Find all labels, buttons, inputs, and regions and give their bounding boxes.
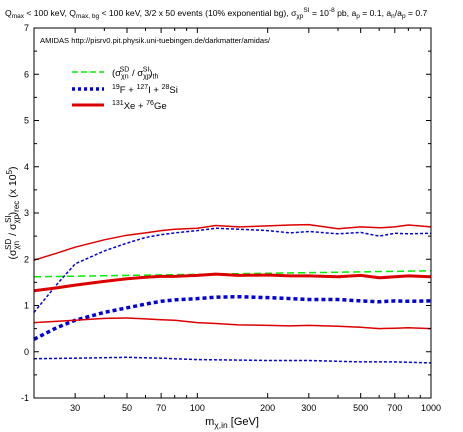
y-tick-label: 6	[24, 69, 29, 79]
x-tick-label: 50	[122, 403, 132, 413]
series-line-3	[33, 356, 432, 364]
y-tick-label: 1	[24, 301, 29, 311]
y-tick-label: 3	[24, 208, 29, 218]
y-tick-label: 4	[24, 162, 29, 172]
y-tick-label: 2	[24, 254, 29, 264]
y-tick-label: 5	[24, 116, 29, 126]
y-tick-label: -1	[21, 393, 29, 403]
legend-label-fis: 19F + 127I + 28Si	[112, 84, 178, 96]
series-line-1	[33, 294, 432, 341]
x-tick-label: 700	[387, 403, 402, 413]
x-tick-label: 30	[70, 403, 80, 413]
x-tick-label: 1000	[421, 403, 441, 413]
x-axis-label: mχ,in [GeV]	[205, 416, 259, 430]
series-line-4	[33, 272, 432, 293]
axis-layer: 30 50 70 100 200 300 500 700 1000 -1 0 1 2 3 4 5 6 7	[21, 23, 441, 413]
x-tick-label: 100	[190, 403, 205, 413]
legend-label-xege: 131Xe + 76Ge	[112, 100, 167, 112]
legend-label-theory: (σχnSD / σχpSI)th	[112, 67, 158, 81]
amidas-annotation: AMIDAS http://pisrv0.pit.physik.uni-tueb…	[40, 36, 271, 45]
chart-title: Qmax < 100 keV, Qmax, bg < 100 keV, 3/2 …	[5, 7, 428, 20]
x-tick-label: 300	[301, 403, 316, 413]
series-line-6	[33, 317, 432, 330]
plot-frame	[33, 27, 432, 399]
x-tick-label: 70	[156, 403, 166, 413]
series-layer	[33, 223, 432, 364]
series-line-5	[33, 223, 432, 261]
x-tick-label: 500	[353, 403, 368, 413]
y-tick-label: 0	[24, 347, 29, 357]
series-line-2	[33, 227, 432, 313]
y-tick-label: 7	[24, 23, 29, 33]
x-tick-label: 200	[260, 403, 275, 413]
y-axis-label: (σχnSD / σχpSI)rec (x 105)	[4, 166, 21, 259]
legend: (σχnSD / σχpSI)th 19F + 127I + 28Si 131X…	[72, 67, 178, 112]
